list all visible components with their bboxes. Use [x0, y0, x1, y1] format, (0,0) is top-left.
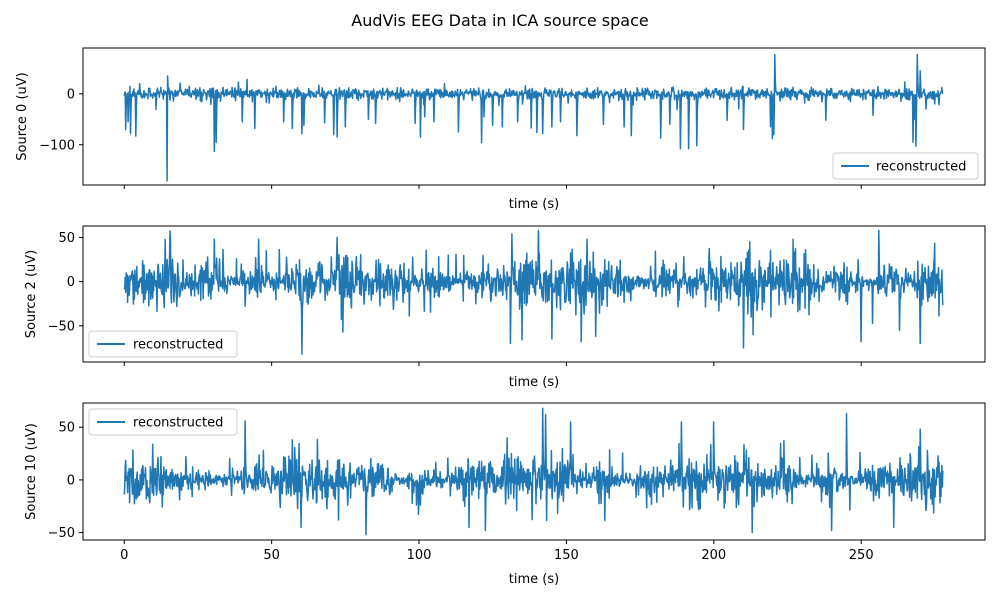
series-line-reconstructed — [123, 407, 944, 536]
legend-label: reconstructed — [133, 338, 223, 353]
x-tick-label: 50 — [263, 548, 280, 563]
y-tick-label: 50 — [58, 231, 75, 246]
legend-box — [88, 408, 238, 436]
legend: reconstructed — [832, 152, 979, 180]
subplot-source-2: −50 0 50 time (s) Source 2 (uV) reconstruc… — [24, 225, 986, 390]
series-line-reconstructed — [123, 53, 944, 182]
axes-frame — [82, 225, 986, 363]
x-tick-label: 100 — [407, 548, 432, 563]
x-tick-label: 150 — [554, 548, 579, 563]
x-tick-label: 250 — [849, 548, 874, 563]
legend-label: reconstructed — [133, 416, 223, 431]
figure-title: AudVis EEG Data in ICA source space — [351, 11, 648, 30]
y-axis-label: Source 10 (uV) — [24, 423, 39, 520]
subplot-source-0: −100 0 time (s) Source 0 (uV) reconstruct… — [15, 47, 986, 212]
y-tick-label: 50 — [58, 421, 75, 436]
y-tick-label: −50 — [48, 526, 75, 541]
y-tick-label: 0 — [67, 87, 75, 102]
y-tick-label: 0 — [67, 473, 75, 488]
y-tick-label: −50 — [48, 319, 75, 334]
axes-frame — [82, 402, 986, 541]
legend-label: reconstructed — [876, 160, 966, 175]
legend: reconstructed — [88, 408, 238, 436]
series-line-reconstructed — [123, 229, 944, 355]
subplot-source-10: 0 50 100 150 200 250 −50 0 50 time (s) Source 10… — [24, 402, 986, 587]
x-axis-label: time (s) — [509, 375, 559, 390]
x-tick-label: 200 — [701, 548, 726, 563]
legend-box — [832, 152, 979, 180]
y-tick-label: −100 — [39, 138, 75, 153]
y-tick-label: 0 — [67, 275, 75, 290]
axes-frame — [82, 47, 986, 186]
y-axis-label: Source 2 (uV) — [24, 250, 39, 338]
x-axis-label: time (s) — [509, 572, 559, 587]
y-axis-label: Source 0 (uV) — [15, 72, 30, 160]
x-tick-label: 0 — [120, 548, 128, 563]
x-axis-label: time (s) — [509, 197, 559, 212]
legend: reconstructed — [88, 330, 238, 358]
legend-box — [88, 330, 238, 358]
